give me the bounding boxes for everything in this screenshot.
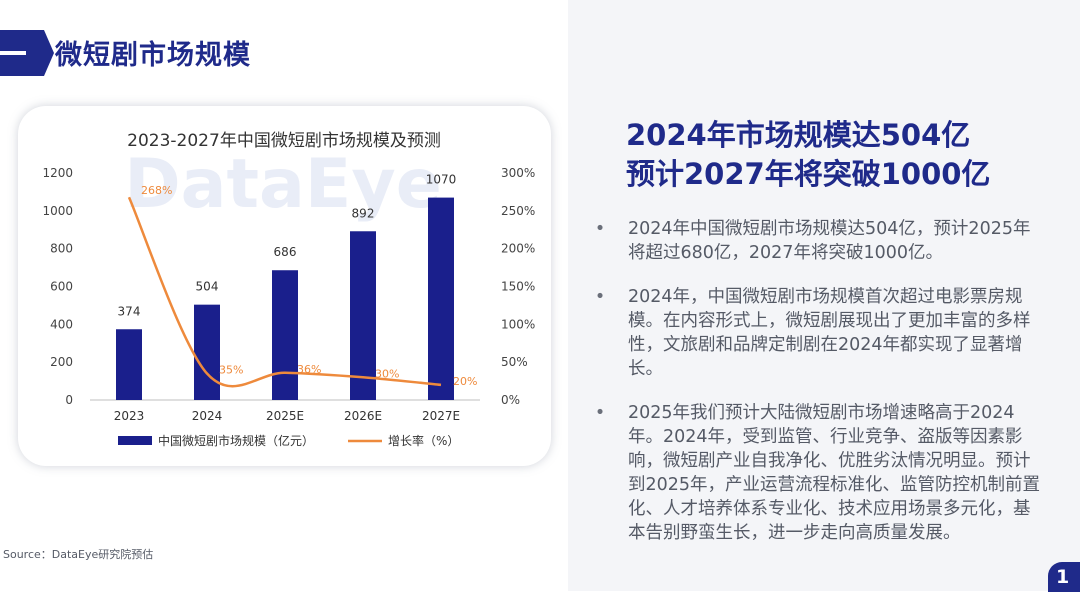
legend-bar-label: 中国微短剧市场规模（亿元） — [158, 433, 314, 448]
headline-line-2: 预计2027年将突破1000亿 — [626, 157, 991, 191]
x-axis-tick-label: 2027E — [422, 409, 460, 423]
line-data-label: 35% — [219, 364, 243, 377]
left-axis-tick-label: 1200 — [42, 166, 73, 180]
x-axis-tick-label: 2026E — [344, 409, 382, 423]
section-marker-icon — [0, 30, 54, 76]
watermark: DataEye — [124, 145, 442, 224]
growth-rate-line — [127, 196, 442, 388]
market-size-chart: DataEye 2023-2027年中国微短剧市场规模及预测 0 200 400 60… — [42, 131, 535, 448]
line-data-label: 268% — [141, 184, 172, 197]
bullet-text: 2024年中国微短剧市场规模达504亿，预计2025年将超过680亿，2027年… — [628, 219, 1031, 263]
bar-data-label: 892 — [352, 206, 375, 220]
bullet-item: • 2025年我们预计大陆微短剧市场增速略高于2024年。2024年，受到监管、… — [594, 401, 1044, 545]
bar-data-label: 1070 — [426, 173, 457, 187]
left-axis-tick-label: 200 — [50, 355, 73, 369]
right-axis-tick-label: 150% — [501, 280, 535, 294]
legend-bar-swatch — [118, 436, 152, 445]
headline-line-1: 2024年市场规模达504亿 — [626, 118, 971, 152]
bullet-item: • 2024年中国微短剧市场规模达504亿，预计2025年将超过680亿，202… — [594, 217, 1044, 265]
line-data-label: 30% — [375, 367, 399, 380]
bar — [272, 270, 298, 400]
right-axis-tick-label: 200% — [501, 242, 535, 256]
bullet-dot-icon: • — [594, 219, 606, 239]
left-axis-tick-label: 0 — [65, 393, 73, 407]
left-axis-tick-label: 800 — [50, 242, 73, 256]
left-axis-tick-label: 400 — [50, 317, 73, 331]
bullet-text: 2024年，中国微短剧市场规模首次超过电影票房规模。在内容形式上，微短剧展现出了… — [628, 287, 1031, 379]
bar-data-label: 374 — [118, 304, 141, 318]
right-axis-tick-label: 300% — [501, 166, 535, 180]
x-axis-tick-label: 2025E — [266, 409, 304, 423]
bar — [428, 197, 454, 400]
x-axis-tick-label: 2023 — [114, 409, 145, 423]
line-data-label: 36% — [297, 363, 321, 376]
bullet-dot-icon: • — [594, 287, 606, 307]
bullet-dot-icon: • — [594, 403, 606, 423]
x-axis-tick-label: 2024 — [192, 409, 223, 423]
left-axis-tick-label: 1000 — [42, 204, 73, 218]
chart-card: DataEye 2023-2027年中国微短剧市场规模及预测 0 200 400 60… — [18, 106, 551, 466]
left-axis-tick-label: 600 — [50, 280, 73, 294]
bar — [350, 231, 376, 400]
chart-title: 2023-2027年中国微短剧市场规模及预测 — [127, 131, 441, 151]
right-axis-tick-label: 50% — [501, 355, 528, 369]
bar — [194, 304, 220, 400]
line-data-label: 20% — [453, 375, 477, 388]
page-title: 微短剧市场规模 — [55, 40, 251, 71]
legend-line-label: 增长率（%） — [388, 433, 459, 448]
source-note: Source：DataEye研究院预估 — [3, 548, 154, 561]
bar-data-label: 504 — [196, 280, 219, 294]
right-axis-tick-label: 250% — [501, 204, 535, 218]
bar-data-label: 686 — [274, 245, 297, 259]
bullet-text: 2025年我们预计大陆微短剧市场增速略高于2024年。2024年，受到监管、行业… — [628, 403, 1041, 543]
right-panel-background — [568, 0, 1080, 591]
bullet-list: • 2024年中国微短剧市场规模达504亿，预计2025年将超过680亿，202… — [594, 217, 1044, 565]
headline: 2024年市场规模达504亿 预计2027年将突破1000亿 — [626, 116, 1066, 194]
right-axis-tick-label: 0% — [501, 393, 520, 407]
page-number: 1 — [1048, 562, 1080, 592]
right-axis-tick-label: 100% — [501, 317, 535, 331]
bar — [116, 329, 142, 400]
bullet-item: • 2024年，中国微短剧市场规模首次超过电影票房规模。在内容形式上，微短剧展现… — [594, 285, 1044, 381]
